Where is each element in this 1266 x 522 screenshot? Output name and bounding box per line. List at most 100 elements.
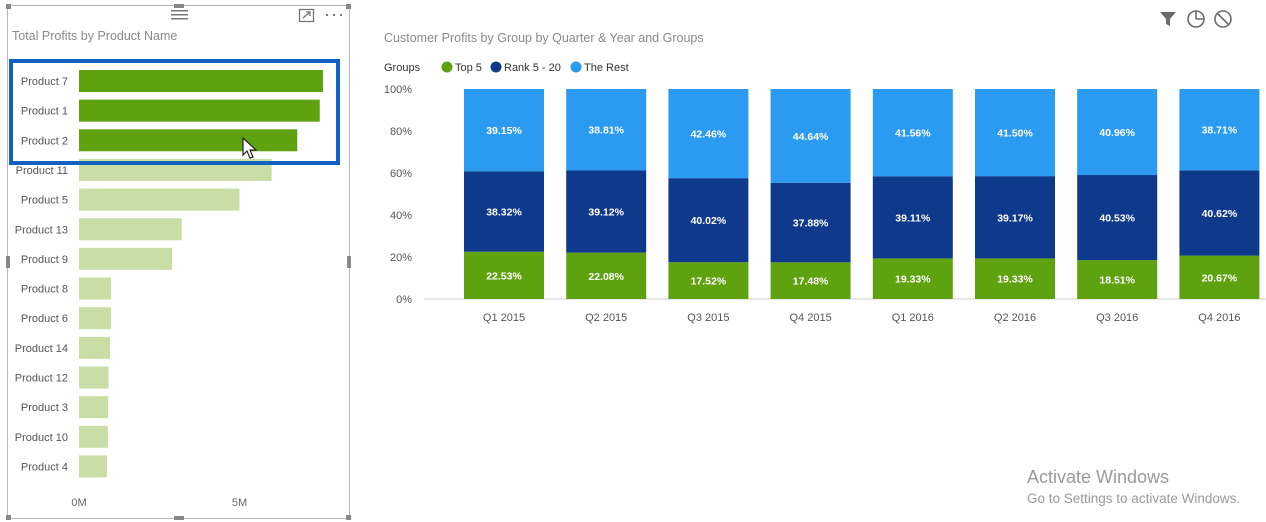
activate-windows-subtitle: Go to Settings to activate Windows. [1027,491,1241,506]
y-tick-label: 40% [390,210,412,222]
stacked-segment [1179,255,1260,299]
data-label: 38.71% [1202,125,1238,137]
data-label: 38.81% [588,125,624,137]
resize-handle[interactable] [347,256,351,268]
right-chart-title: Customer Profits by Group by Quarter & Y… [384,31,704,45]
mouse-cursor-icon [242,137,258,159]
data-label: 22.08% [588,271,624,283]
product-bar [79,218,182,241]
product-bar [79,455,107,478]
product-bar [79,425,108,448]
x-tick-label: Q4 2016 [1198,312,1240,324]
stacked-segment [1179,170,1260,256]
data-label: 22.53% [486,270,522,282]
data-label: 40.62% [1202,208,1238,220]
focus-mode-icon[interactable] [298,8,316,24]
resize-handle[interactable] [174,516,184,520]
x-tick-label: Q3 2016 [1096,312,1138,324]
stacked-segment [464,89,544,172]
stacked-segment [464,251,544,299]
data-label: 40.53% [1099,213,1135,225]
product-bar [79,70,323,92]
product-label: Product 9 [21,254,68,266]
data-label: 39.11% [895,212,931,224]
data-label: 41.50% [997,128,1033,140]
x-tick-label: Q1 2015 [483,312,525,324]
y-tick-label: 20% [390,252,412,264]
data-label: 19.33% [895,274,931,286]
resize-handle[interactable] [346,4,351,9]
stacked-segment [770,262,851,299]
product-bar [79,99,320,122]
resize-handle[interactable] [346,515,351,520]
data-label: 39.17% [997,212,1033,224]
stacked-segment [975,89,1055,177]
left-chart-title: Total Profits by Product Name [12,29,178,43]
no-filter-icon[interactable] [1213,9,1233,29]
product-label: Product 5 [21,195,68,207]
selection-highlight-box [9,59,340,165]
stacked-segment [566,252,647,299]
x-tick-label: Q2 2015 [585,312,627,324]
stacked-segment [566,170,647,253]
product-label: Product 3 [21,402,68,414]
x-tick-label: Q1 2016 [892,312,934,324]
product-label: Product 4 [21,461,68,473]
stacked-segment [1077,260,1158,299]
stacked-segment [1077,175,1158,261]
product-profit-visual[interactable] [6,4,351,520]
resize-handle[interactable] [6,256,10,268]
product-label: Product 1 [21,106,68,118]
y-tick-label: 100% [384,84,412,96]
stacked-segment [1077,89,1158,176]
x-tick-label: 5M [232,497,247,509]
data-label: 42.46% [691,129,727,141]
product-label: Product 6 [21,313,68,325]
filter-icon[interactable] [1158,9,1178,29]
stacked-segment [975,176,1055,259]
resize-handle[interactable] [6,4,11,9]
product-bar [79,307,112,330]
x-tick-label: 0M [71,497,86,509]
activate-windows-title: Activate Windows [1027,467,1170,487]
product-bar [79,247,173,270]
data-label: 38.32% [486,206,522,218]
resize-handle[interactable] [6,515,11,520]
stacked-segment [872,89,953,177]
legend-title: Groups [384,62,421,74]
analytics-pie-icon[interactable] [1186,9,1206,29]
drag-grip-icon[interactable] [170,7,190,21]
stacked-segment [1179,89,1260,171]
product-label: Product 11 [16,165,68,177]
group-stacked-chart: Groups Top 5 Rank 5 - 20 The Rest 0% 20% 40% 60… [384,61,1266,324]
stacked-segment [975,258,1055,299]
data-label: 17.48% [793,276,829,288]
stacked-segment [770,182,851,263]
product-bar [79,366,109,389]
product-label: Product 10 [15,432,68,444]
stacked-segment [872,176,953,259]
product-label: Product 2 [21,135,68,147]
product-label: Product 7 [21,76,68,88]
product-label: Product 8 [21,284,68,296]
legend-entry: Top 5 [455,62,482,74]
x-tick-label: Q2 2016 [994,312,1036,324]
y-tick-label: 60% [390,168,412,180]
data-label: 44.64% [793,131,829,143]
data-label: 19.33% [997,274,1033,286]
product-bar-chart: Product 7 Product 1 Product 2 Product 11 Pro… [15,70,323,509]
product-label: Product 14 [15,343,68,355]
stacked-segment [668,89,749,179]
x-tick-label: Q4 2015 [789,312,831,324]
stacked-segment [668,262,749,299]
more-options-icon[interactable]: ··· [324,4,345,24]
product-bar [79,188,240,211]
legend-entry: The Rest [584,62,629,74]
stacked-segment [566,88,647,171]
product-label: Product 13 [15,224,68,236]
resize-handle[interactable] [174,4,184,8]
data-label: 20.67% [1202,272,1238,284]
legend-marker [570,61,582,73]
data-label: 40.96% [1099,127,1135,139]
stacked-segment [872,258,953,299]
